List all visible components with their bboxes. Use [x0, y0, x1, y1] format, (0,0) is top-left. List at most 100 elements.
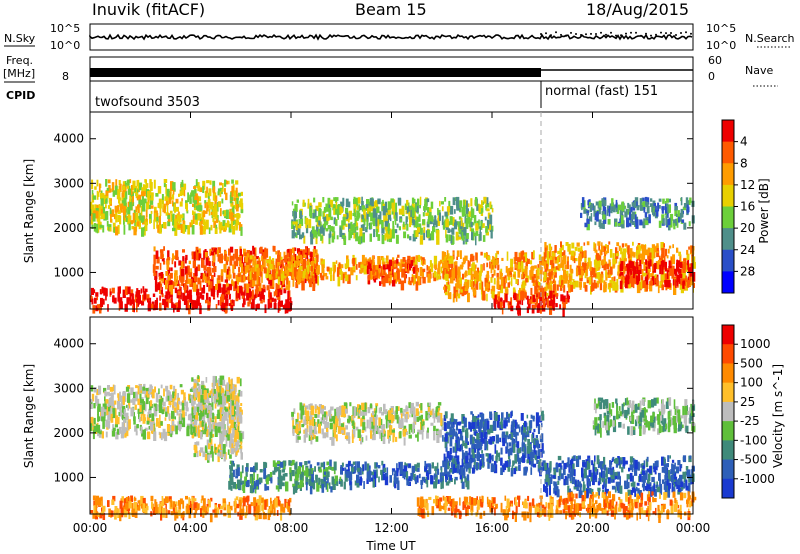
echo-cell [597, 255, 600, 261]
echo-cell [294, 267, 297, 277]
echo-region [291, 196, 494, 246]
echo-cell [203, 265, 207, 271]
echo-cell [253, 465, 257, 473]
echo-cell [491, 291, 495, 298]
echo-cell [624, 258, 627, 262]
echo-cell [109, 227, 112, 232]
echo-cell [178, 260, 182, 266]
echo-cell [177, 397, 180, 404]
echo-cell [212, 207, 215, 218]
echo-cell [499, 285, 504, 294]
echo-cell [206, 413, 209, 419]
echo-region [493, 290, 570, 317]
echo-cell [379, 273, 383, 277]
echo-cell [93, 417, 96, 425]
echo-cell [306, 272, 310, 279]
echo-cell [305, 476, 309, 485]
echo-cell [194, 196, 197, 201]
echo-cell [284, 473, 288, 477]
echo-cell [564, 264, 568, 270]
echo-cell [213, 252, 216, 263]
echo-cell [440, 201, 444, 205]
echo-cell [253, 471, 255, 481]
echo-cell [143, 384, 145, 388]
echo-cell [125, 217, 129, 223]
echo-cell [234, 281, 237, 289]
echo-cell [451, 265, 453, 271]
echo-cell [336, 267, 340, 277]
echo-cell [634, 214, 637, 223]
echo-cell [325, 276, 329, 280]
echo-cell [243, 275, 246, 282]
echo-cell [323, 461, 326, 470]
echo-cell [397, 262, 401, 266]
echo-cell [640, 275, 644, 285]
echo-cell [215, 422, 217, 426]
echo-cell [554, 257, 558, 264]
echo-cell [90, 417, 94, 426]
echo-cell [603, 256, 606, 264]
echo-cell [280, 268, 283, 274]
echo-cell [199, 404, 202, 412]
echo-cell [180, 389, 184, 395]
echo-cell [535, 269, 538, 280]
echo-cell [332, 272, 335, 281]
echo-cell [98, 217, 101, 227]
nsearch-point [585, 33, 587, 36]
echo-cell [303, 254, 307, 258]
echo-cell [298, 218, 302, 224]
echo-cell [433, 264, 437, 268]
echo-cell [363, 207, 368, 211]
echo-cell [676, 218, 679, 228]
echo-cell [112, 408, 116, 419]
echo-cell [258, 283, 262, 292]
echo-cell [279, 460, 281, 470]
echo-cell [434, 216, 437, 222]
echo-cell [209, 394, 213, 398]
echo-cell [501, 257, 504, 261]
nsearch-point [590, 32, 592, 35]
echo-cell [630, 279, 633, 287]
echo-cell [319, 208, 322, 217]
echo-cell [129, 215, 132, 220]
echo-cell [112, 427, 116, 432]
echo-cell [541, 256, 545, 266]
echo-cell [169, 425, 172, 434]
echo-cell [372, 267, 375, 274]
echo-cell [411, 276, 414, 283]
echo-cell [590, 267, 593, 276]
echo-cell [560, 244, 564, 251]
echo-cell [180, 182, 184, 192]
echo-cell [323, 476, 326, 482]
echo-cell [522, 290, 525, 301]
echo-cell [155, 265, 159, 270]
echo-cell [92, 195, 97, 200]
echo-cell [294, 254, 297, 262]
echo-cell [356, 226, 359, 230]
echo-cell [212, 375, 216, 386]
echo-cell [304, 278, 307, 284]
echo-cell [215, 376, 217, 386]
echo-cell [318, 477, 321, 485]
nsearch-point [630, 31, 632, 34]
echo-cell [338, 210, 341, 215]
echo-cell [228, 440, 232, 448]
echo-cell [190, 395, 193, 399]
echo-cell [359, 206, 362, 211]
echo-cell [392, 221, 394, 230]
echo-cell [297, 248, 300, 254]
echo-cell [409, 236, 412, 241]
echo-cell [115, 212, 118, 223]
echo-cell [463, 227, 467, 236]
echo-cell [215, 224, 218, 229]
echo-cell [174, 273, 177, 282]
echo-cell [184, 284, 188, 291]
echo-cell [149, 197, 154, 205]
echo-cell [187, 415, 191, 421]
echo-cell [309, 202, 312, 206]
echo-cell [668, 260, 671, 269]
echo-cell [193, 251, 196, 261]
echo-cell [190, 413, 192, 422]
echo-cell [316, 231, 318, 239]
echo-cell [137, 290, 140, 300]
